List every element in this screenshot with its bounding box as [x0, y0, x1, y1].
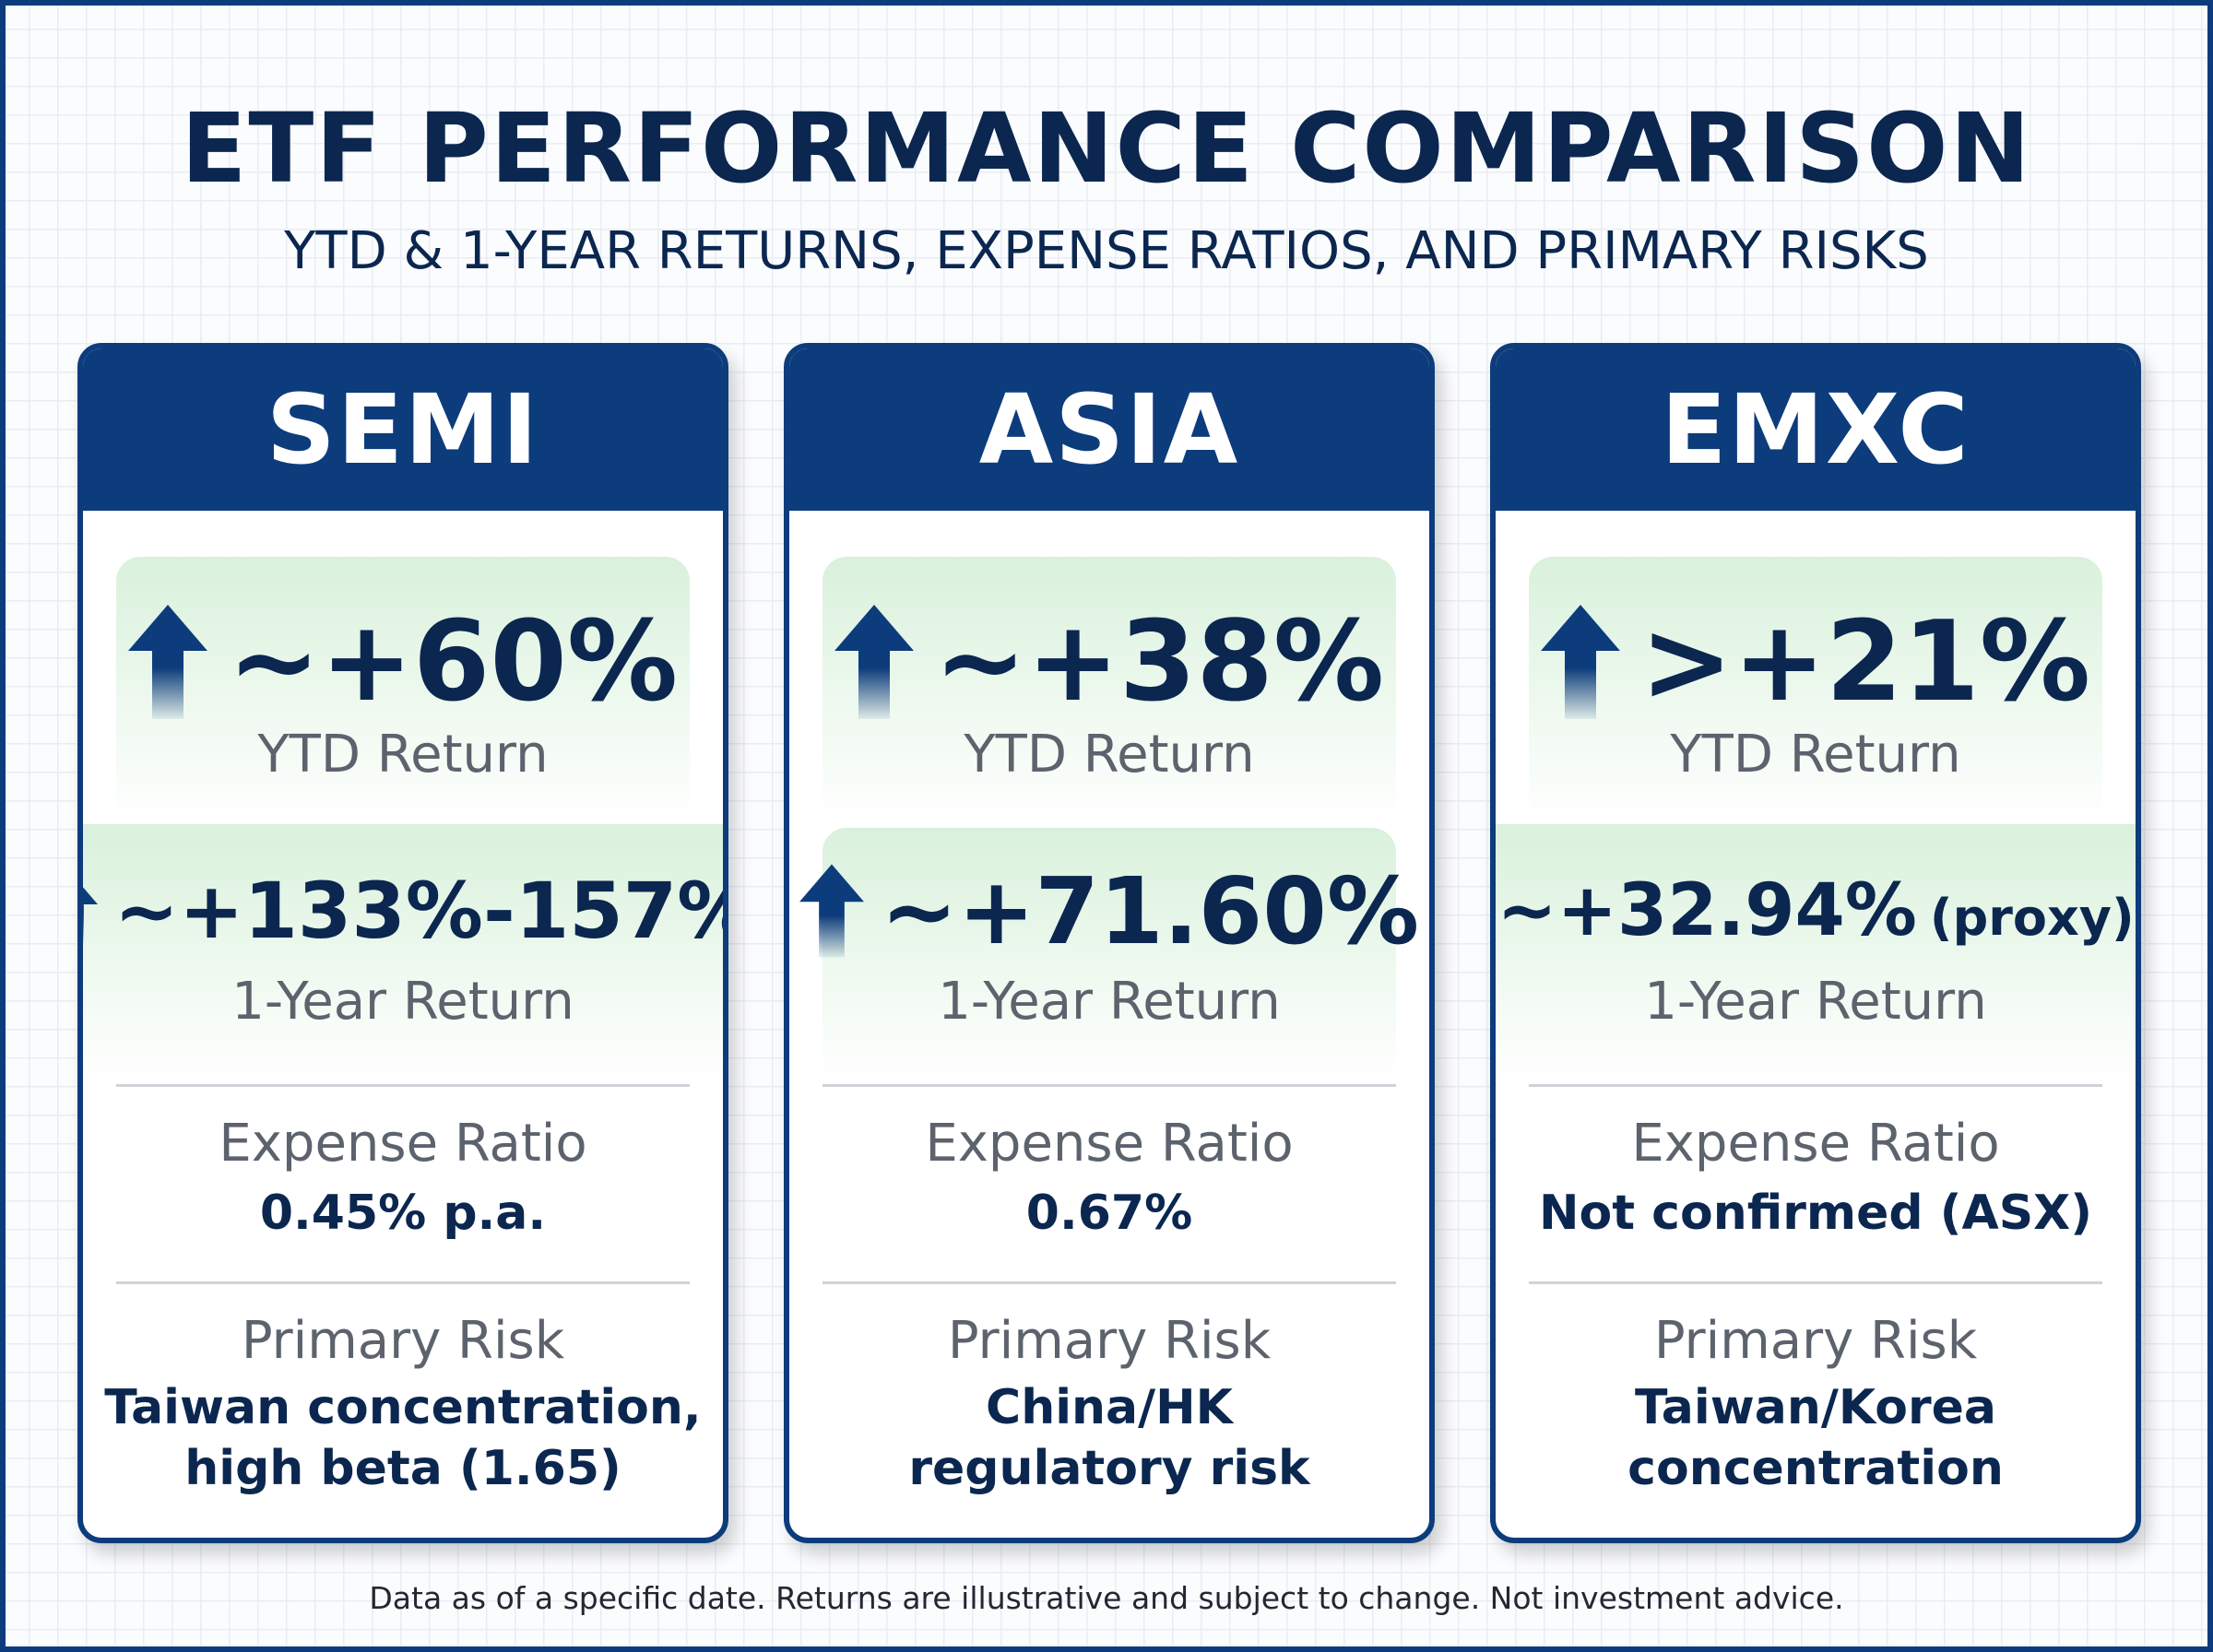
one-year-return-value: ~+133%-157%	[113, 866, 728, 956]
one-year-return-value: ~+32.94%	[1497, 869, 1917, 952]
etf-card-semi: SEMI ~+60% YTD Return ~+133%-157% 1-Year…	[77, 343, 728, 1543]
one-year-return-value: ~+71.60%	[880, 856, 1420, 965]
card-title: EMXC	[1496, 348, 2136, 511]
one-year-panel	[822, 828, 1396, 1082]
one-year-return-label: 1-Year Return	[1644, 972, 1987, 1032]
one-year-return-row: ~+71.60%	[789, 856, 1429, 965]
page-subtitle: YTD & 1-YEAR RETURNS, EXPENSE RATIOS, AN…	[284, 221, 1929, 281]
divider	[822, 1281, 1396, 1284]
divider	[1529, 1084, 2102, 1087]
one-year-return-label: 1-Year Return	[938, 972, 1281, 1032]
arrow-up-icon	[799, 864, 864, 958]
divider	[822, 1084, 1396, 1087]
divider	[116, 1084, 690, 1087]
primary-risk-value: Taiwan concentration, high beta (1.65)	[104, 1380, 702, 1496]
arrow-up-icon	[127, 605, 207, 719]
ytd-return-value: >+21%	[1639, 597, 2091, 726]
ytd-return-row: >+21%	[1496, 597, 2136, 726]
arrow-up-icon	[834, 605, 914, 719]
ytd-return-value: ~+60%	[227, 597, 679, 726]
ytd-return-row: ~+38%	[789, 597, 1429, 726]
expense-ratio-label: Expense Ratio	[925, 1114, 1294, 1174]
primary-risk-label: Primary Risk	[241, 1311, 565, 1371]
card-title: SEMI	[83, 348, 723, 511]
ytd-panel	[1529, 557, 2102, 824]
ytd-panel	[822, 557, 1396, 824]
primary-risk-label: Primary Risk	[1653, 1311, 1978, 1371]
ytd-return-value: ~+38%	[933, 597, 1385, 726]
ytd-return-label: YTD Return	[257, 725, 549, 785]
one-year-panel	[83, 824, 723, 1082]
divider	[1529, 1281, 2102, 1284]
proxy-note: (proxy)	[1929, 889, 2135, 947]
one-year-return-row: ~+133%-157%	[83, 860, 723, 962]
primary-risk-value: China/HK regulatory risk	[908, 1380, 1310, 1496]
divider	[116, 1281, 690, 1284]
expense-ratio-value: Not confirmed (ASX)	[1538, 1186, 2093, 1241]
arrow-up-icon	[1540, 605, 1620, 719]
expense-ratio-value: 0.45% p.a.	[259, 1186, 547, 1241]
one-year-return-row: ~+32.94% (proxy)	[1496, 860, 2136, 962]
expense-ratio-label: Expense Ratio	[1631, 1114, 2000, 1174]
primary-risk-label: Primary Risk	[947, 1311, 1272, 1371]
etf-card-emxc: EMXC >+21% YTD Return ~+32.94% (proxy) 1…	[1490, 343, 2141, 1543]
arrow-up-icon	[83, 887, 98, 945]
expense-ratio-label: Expense Ratio	[219, 1114, 587, 1174]
ytd-return-row: ~+60%	[83, 597, 723, 726]
one-year-return-label: 1-Year Return	[231, 972, 574, 1032]
page-title: ETF PERFORMANCE COMPARISON	[181, 92, 2032, 205]
ytd-return-label: YTD Return	[1670, 725, 1961, 785]
ytd-panel	[116, 557, 690, 824]
ytd-return-label: YTD Return	[964, 725, 1255, 785]
expense-ratio-value: 0.67%	[1025, 1186, 1193, 1241]
footnote: Data as of a specific date. Returns are …	[369, 1580, 1844, 1616]
primary-risk-value: Taiwan/Korea concentration	[1627, 1380, 2004, 1496]
one-year-panel	[1496, 824, 2136, 1082]
etf-card-asia: ASIA ~+38% YTD Return ~+71.60% 1-Year Re…	[784, 343, 1435, 1543]
card-title: ASIA	[789, 348, 1429, 511]
